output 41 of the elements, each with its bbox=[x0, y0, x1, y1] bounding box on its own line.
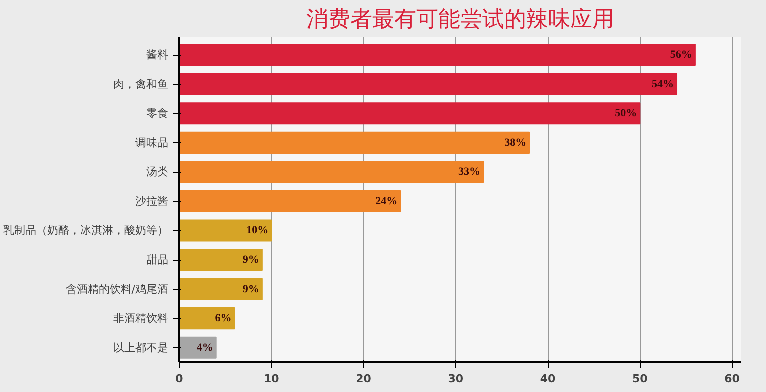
x-tick-label: 40 bbox=[540, 372, 556, 386]
data-label: 38% bbox=[504, 136, 527, 149]
y-tick-label: 非酒精饮料 bbox=[114, 312, 168, 326]
y-tick-label: 沙拉酱 bbox=[136, 194, 168, 208]
data-label: 50% bbox=[615, 108, 638, 120]
bar bbox=[180, 308, 236, 330]
y-tick-label: 以上都不是 bbox=[114, 341, 168, 354]
chart-title: 消费者最有可能尝试的辣味应用 bbox=[306, 8, 614, 32]
bar bbox=[180, 102, 641, 125]
bar bbox=[180, 44, 696, 66]
bar bbox=[180, 248, 263, 272]
data-label: 10% bbox=[246, 224, 269, 237]
bar bbox=[180, 190, 402, 213]
y-tick-label: 汤类 bbox=[146, 166, 168, 179]
x-tick-label: 50 bbox=[632, 372, 648, 386]
data-label: 4% bbox=[196, 342, 214, 354]
data-label: 56% bbox=[670, 49, 692, 62]
y-tick-label: 酱料 bbox=[146, 48, 168, 62]
bar bbox=[180, 73, 678, 96]
y-tick-label: 零食 bbox=[146, 107, 168, 120]
bar bbox=[180, 132, 530, 154]
bar bbox=[180, 161, 484, 184]
x-tick-label: 30 bbox=[448, 372, 464, 386]
y-tick-label: 调味品 bbox=[136, 136, 168, 150]
x-tick-label: 10 bbox=[264, 372, 280, 386]
bar bbox=[180, 220, 272, 242]
data-label: 9% bbox=[242, 283, 260, 296]
y-tick-label: 甜品 bbox=[146, 254, 168, 267]
x-tick-label: 0 bbox=[176, 372, 184, 386]
x-tick-label: 20 bbox=[356, 372, 372, 386]
y-tick-label: 肉，禽和鱼 bbox=[114, 78, 168, 91]
y-tick-label: 乳制品（奶酪，冰淇淋，酸奶等） bbox=[4, 224, 168, 238]
data-label: 24% bbox=[376, 195, 398, 208]
data-label: 9% bbox=[242, 254, 260, 266]
bar bbox=[180, 278, 263, 300]
data-label: 54% bbox=[652, 78, 674, 90]
data-label: 6% bbox=[215, 312, 232, 325]
bar bbox=[180, 336, 217, 359]
x-tick-label: 60 bbox=[724, 372, 740, 386]
y-tick-label: 含酒精的饮料/鸡尾酒 bbox=[66, 282, 169, 296]
data-label: 33% bbox=[458, 166, 481, 178]
